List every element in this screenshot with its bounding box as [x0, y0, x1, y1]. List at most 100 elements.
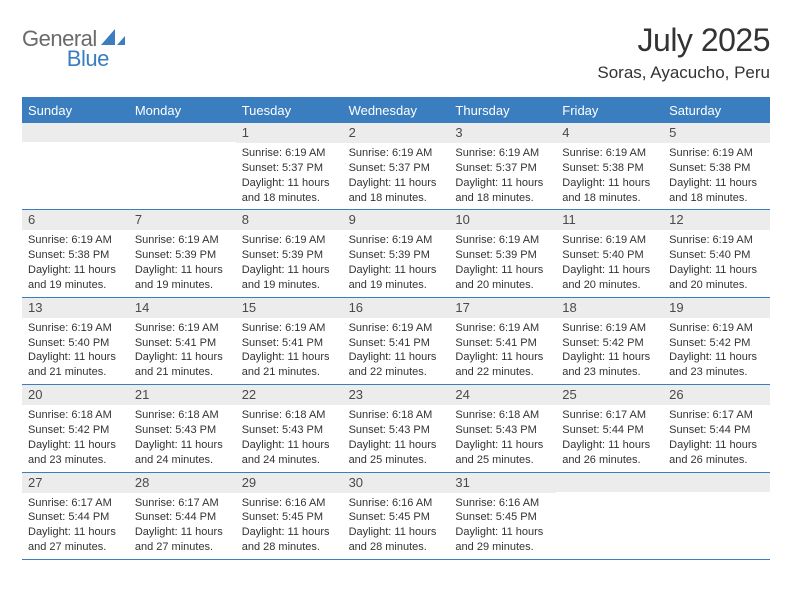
calendar-day-cell: 11Sunrise: 6:19 AMSunset: 5:40 PMDayligh…	[556, 210, 663, 296]
calendar-day-cell: 28Sunrise: 6:17 AMSunset: 5:44 PMDayligh…	[129, 473, 236, 559]
weekday-header: Thursday	[449, 99, 556, 123]
day-detail: Sunrise: 6:19 AMSunset: 5:41 PMDaylight:…	[236, 318, 343, 384]
calendar-week-row: 13Sunrise: 6:19 AMSunset: 5:40 PMDayligh…	[22, 298, 770, 385]
calendar-day-cell: 7Sunrise: 6:19 AMSunset: 5:39 PMDaylight…	[129, 210, 236, 296]
day-number: 14	[129, 298, 236, 318]
day-number: 20	[22, 385, 129, 405]
day-number: 9	[343, 210, 450, 230]
calendar: Sunday Monday Tuesday Wednesday Thursday…	[22, 97, 770, 560]
day-number: 28	[129, 473, 236, 493]
day-number: 2	[343, 123, 450, 143]
day-number: 8	[236, 210, 343, 230]
month-title: July 2025	[597, 22, 770, 59]
calendar-week-row: 6Sunrise: 6:19 AMSunset: 5:38 PMDaylight…	[22, 210, 770, 297]
day-number: 25	[556, 385, 663, 405]
calendar-day-cell: 8Sunrise: 6:19 AMSunset: 5:39 PMDaylight…	[236, 210, 343, 296]
day-number: 24	[449, 385, 556, 405]
day-detail: Sunrise: 6:19 AMSunset: 5:38 PMDaylight:…	[663, 143, 770, 209]
day-number: 23	[343, 385, 450, 405]
calendar-day-cell: 2Sunrise: 6:19 AMSunset: 5:37 PMDaylight…	[343, 123, 450, 209]
day-number: 6	[22, 210, 129, 230]
calendar-day-cell: 19Sunrise: 6:19 AMSunset: 5:42 PMDayligh…	[663, 298, 770, 384]
day-detail: Sunrise: 6:18 AMSunset: 5:43 PMDaylight:…	[449, 405, 556, 471]
day-number: 10	[449, 210, 556, 230]
calendar-day-cell: 9Sunrise: 6:19 AMSunset: 5:39 PMDaylight…	[343, 210, 450, 296]
title-block: July 2025 Soras, Ayacucho, Peru	[597, 22, 770, 83]
day-detail: Sunrise: 6:18 AMSunset: 5:43 PMDaylight:…	[343, 405, 450, 471]
day-detail: Sunrise: 6:19 AMSunset: 5:39 PMDaylight:…	[449, 230, 556, 296]
day-detail: Sunrise: 6:19 AMSunset: 5:42 PMDaylight:…	[556, 318, 663, 384]
day-detail: Sunrise: 6:19 AMSunset: 5:42 PMDaylight:…	[663, 318, 770, 384]
day-number: 22	[236, 385, 343, 405]
day-number: 7	[129, 210, 236, 230]
day-detail: Sunrise: 6:19 AMSunset: 5:40 PMDaylight:…	[22, 318, 129, 384]
calendar-day-cell: 18Sunrise: 6:19 AMSunset: 5:42 PMDayligh…	[556, 298, 663, 384]
calendar-day-cell: 13Sunrise: 6:19 AMSunset: 5:40 PMDayligh…	[22, 298, 129, 384]
calendar-day-cell: 4Sunrise: 6:19 AMSunset: 5:38 PMDaylight…	[556, 123, 663, 209]
calendar-day-cell: 6Sunrise: 6:19 AMSunset: 5:38 PMDaylight…	[22, 210, 129, 296]
day-detail: Sunrise: 6:16 AMSunset: 5:45 PMDaylight:…	[343, 493, 450, 559]
calendar-week-row: 1Sunrise: 6:19 AMSunset: 5:37 PMDaylight…	[22, 123, 770, 210]
day-number	[556, 473, 663, 492]
day-number: 31	[449, 473, 556, 493]
logo: General Blue	[22, 22, 171, 52]
day-number: 15	[236, 298, 343, 318]
calendar-week-row: 20Sunrise: 6:18 AMSunset: 5:42 PMDayligh…	[22, 385, 770, 472]
day-detail: Sunrise: 6:19 AMSunset: 5:41 PMDaylight:…	[343, 318, 450, 384]
day-number: 29	[236, 473, 343, 493]
logo-text-blue: Blue	[67, 46, 109, 72]
calendar-day-cell: 5Sunrise: 6:19 AMSunset: 5:38 PMDaylight…	[663, 123, 770, 209]
calendar-day-cell	[663, 473, 770, 559]
calendar-day-cell: 10Sunrise: 6:19 AMSunset: 5:39 PMDayligh…	[449, 210, 556, 296]
day-detail: Sunrise: 6:18 AMSunset: 5:43 PMDaylight:…	[129, 405, 236, 471]
location-subtitle: Soras, Ayacucho, Peru	[597, 63, 770, 83]
day-number	[663, 473, 770, 492]
day-number: 27	[22, 473, 129, 493]
day-detail: Sunrise: 6:17 AMSunset: 5:44 PMDaylight:…	[556, 405, 663, 471]
calendar-day-cell: 12Sunrise: 6:19 AMSunset: 5:40 PMDayligh…	[663, 210, 770, 296]
calendar-day-cell: 25Sunrise: 6:17 AMSunset: 5:44 PMDayligh…	[556, 385, 663, 471]
day-number: 11	[556, 210, 663, 230]
day-detail: Sunrise: 6:19 AMSunset: 5:39 PMDaylight:…	[236, 230, 343, 296]
day-detail: Sunrise: 6:16 AMSunset: 5:45 PMDaylight:…	[236, 493, 343, 559]
day-detail: Sunrise: 6:19 AMSunset: 5:37 PMDaylight:…	[236, 143, 343, 209]
day-number: 3	[449, 123, 556, 143]
calendar-day-cell: 3Sunrise: 6:19 AMSunset: 5:37 PMDaylight…	[449, 123, 556, 209]
day-number: 26	[663, 385, 770, 405]
day-detail: Sunrise: 6:19 AMSunset: 5:37 PMDaylight:…	[449, 143, 556, 209]
day-number: 17	[449, 298, 556, 318]
weekday-header-row: Sunday Monday Tuesday Wednesday Thursday…	[22, 99, 770, 123]
day-number: 19	[663, 298, 770, 318]
weekday-header: Friday	[556, 99, 663, 123]
day-detail: Sunrise: 6:17 AMSunset: 5:44 PMDaylight:…	[663, 405, 770, 471]
day-detail: Sunrise: 6:16 AMSunset: 5:45 PMDaylight:…	[449, 493, 556, 559]
calendar-day-cell: 22Sunrise: 6:18 AMSunset: 5:43 PMDayligh…	[236, 385, 343, 471]
day-detail: Sunrise: 6:18 AMSunset: 5:43 PMDaylight:…	[236, 405, 343, 471]
day-detail: Sunrise: 6:17 AMSunset: 5:44 PMDaylight:…	[22, 493, 129, 559]
weekday-header: Tuesday	[236, 99, 343, 123]
header: General Blue July 2025 Soras, Ayacucho, …	[22, 22, 770, 83]
calendar-day-cell: 15Sunrise: 6:19 AMSunset: 5:41 PMDayligh…	[236, 298, 343, 384]
calendar-day-cell: 30Sunrise: 6:16 AMSunset: 5:45 PMDayligh…	[343, 473, 450, 559]
day-number	[22, 123, 129, 142]
day-number: 18	[556, 298, 663, 318]
calendar-day-cell: 31Sunrise: 6:16 AMSunset: 5:45 PMDayligh…	[449, 473, 556, 559]
day-number: 12	[663, 210, 770, 230]
day-detail: Sunrise: 6:19 AMSunset: 5:37 PMDaylight:…	[343, 143, 450, 209]
day-number: 13	[22, 298, 129, 318]
calendar-day-cell: 1Sunrise: 6:19 AMSunset: 5:37 PMDaylight…	[236, 123, 343, 209]
weekday-header: Wednesday	[343, 99, 450, 123]
day-detail: Sunrise: 6:19 AMSunset: 5:39 PMDaylight:…	[343, 230, 450, 296]
day-number: 21	[129, 385, 236, 405]
day-number: 5	[663, 123, 770, 143]
weekday-header: Saturday	[663, 99, 770, 123]
calendar-day-cell: 23Sunrise: 6:18 AMSunset: 5:43 PMDayligh…	[343, 385, 450, 471]
calendar-day-cell	[556, 473, 663, 559]
weekday-header: Monday	[129, 99, 236, 123]
calendar-day-cell: 21Sunrise: 6:18 AMSunset: 5:43 PMDayligh…	[129, 385, 236, 471]
day-detail: Sunrise: 6:17 AMSunset: 5:44 PMDaylight:…	[129, 493, 236, 559]
calendar-day-cell: 24Sunrise: 6:18 AMSunset: 5:43 PMDayligh…	[449, 385, 556, 471]
day-number	[129, 123, 236, 142]
calendar-week-row: 27Sunrise: 6:17 AMSunset: 5:44 PMDayligh…	[22, 473, 770, 560]
day-detail: Sunrise: 6:19 AMSunset: 5:41 PMDaylight:…	[449, 318, 556, 384]
